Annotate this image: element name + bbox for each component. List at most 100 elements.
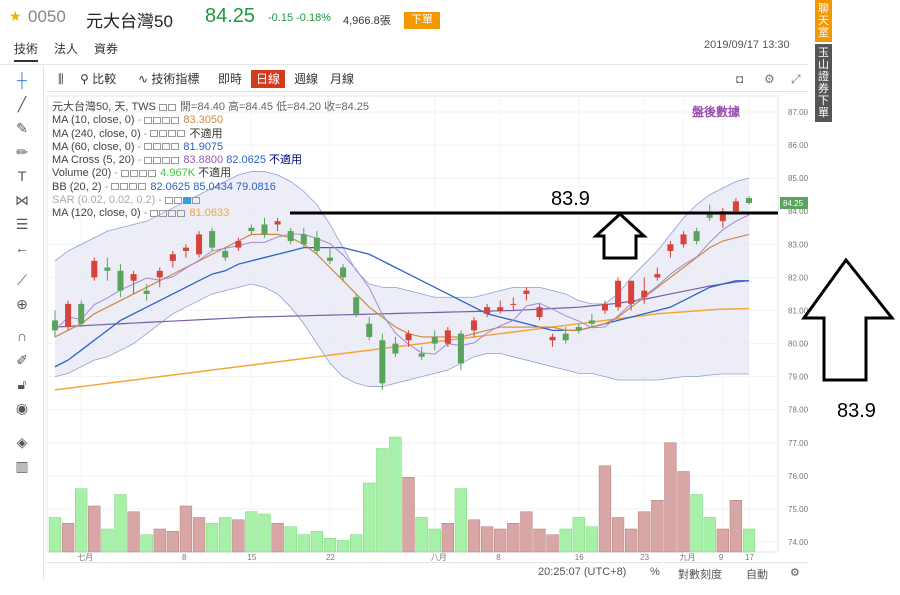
broker-order-tab[interactable]: 玉山證券下單 [815,44,832,122]
chat-room-tab[interactable]: 聊天室 [815,0,832,42]
tab-institutional[interactable]: 法人 [54,42,79,56]
quote-header: ★ 0050 元大台灣50 84.25 -0.15 -0.18% 4,966.8… [0,0,900,62]
legend-ma240[interactable]: MA (240, close, 0) - 不適用 [52,127,223,140]
fib-icon[interactable]: ☰ [15,216,29,232]
candle-body [117,270,124,291]
lock-pencil-icon[interactable]: ✐ [16,352,28,368]
auto-scale-toggle[interactable]: 自動 [746,569,768,581]
pattern-icon[interactable]: ⋈ [15,192,29,208]
tab-margin[interactable]: 資券 [94,42,119,56]
compare-button[interactable]: ⚲ 比較 [80,72,117,86]
pencil-icon[interactable]: ✏ [16,144,28,160]
candle-body [654,274,661,278]
legend-ma10[interactable]: MA (10, close, 0) - 83.3050 [52,114,224,127]
legend-volume[interactable]: Volume (20) - 4.967K 不適用 [52,167,232,180]
volume-bar [336,540,350,553]
legend-macross[interactable]: MA Cross (5, 20) - 83.8800 82.0625 不適用 [52,154,303,167]
price-tick-label: 79.00 [788,373,809,382]
legend-bb[interactable]: BB (20, 2) - 82.0625 85.0434 79.0816 [52,180,276,193]
candle-body [313,237,320,251]
volume-bar [61,523,75,553]
text-icon[interactable]: T [17,168,27,184]
interval-daily[interactable]: 日線 [251,70,286,88]
after-hours-label: 盤後數據 [692,105,741,119]
candle-body [641,290,648,298]
price-tick-label: 81.00 [788,306,809,315]
indicators-button[interactable]: ∿ 技術指標 [138,72,200,86]
legend-ma120[interactable]: MA (120, close, 0) - 81.0633 [52,207,230,220]
lock-icon[interactable]: 🔓︎ [17,376,27,392]
legend-symbol-row: 元大台灣50, 天, TWS 開=84.40 高=84.45 低=84.20 收… [52,101,370,113]
candle-body [261,224,268,235]
candle-type-icon[interactable]: ⫼ [58,72,64,86]
interval-realtime[interactable]: 即時 [218,72,243,86]
drawing-toolbar: ┼ ╱ ✎ ✏ T ⋈ ☰ ← ⟋ ⊕ ∩ ✐ 🔓︎ ◉ ◈ ▥ [0,66,44,581]
stock-code: 0050 [28,7,66,26]
candle-body [209,231,216,248]
volume-bar [258,513,271,553]
annotation-right-value: 83.9 [837,400,876,422]
candle-body [248,227,255,232]
volume-bar [114,494,127,553]
crosshair-icon[interactable]: ┼ [17,72,27,88]
price-tick-label: 75.00 [788,505,809,514]
volume-bar [611,517,625,553]
candle-body [91,260,98,278]
brush-icon[interactable]: ✎ [16,120,28,136]
time-tick-label: 22 [326,553,335,562]
volume-bar [323,537,337,553]
scale-settings-icon[interactable]: ⚙ [790,567,800,579]
candle-body [471,320,478,331]
volume-bar [192,517,206,553]
candle-body [510,303,517,305]
trash-icon[interactable]: ▥ [15,458,29,474]
volume-bar [559,528,572,553]
candle-body [222,250,229,258]
legend-ma60[interactable]: MA (60, close, 0) - 81.9075 [52,140,224,153]
time-tick-label: 9 [719,553,724,562]
price-tick-label: 82.00 [788,273,809,282]
favorite-star-icon[interactable]: ★ [9,8,22,24]
interval-monthly[interactable]: 月線 [330,72,355,86]
candle-body [156,270,163,278]
candle-body [78,303,85,324]
tab-technical[interactable]: 技術 [14,40,39,62]
candle-body [235,241,242,248]
back-arrow-icon[interactable]: ← [15,240,29,256]
layers-icon[interactable]: ◈ [16,434,28,450]
fullscreen-icon[interactable]: ⤢ [791,72,801,86]
volume-bar [441,523,454,553]
camera-icon[interactable]: ◘ [736,72,744,86]
order-button[interactable]: 下單 [404,12,440,29]
price-tick-label: 80.00 [788,340,809,349]
candle-body [615,280,622,308]
price-tick-label: 78.00 [788,406,809,415]
percent-toggle[interactable]: % [650,566,660,578]
ruler-icon[interactable]: ⟋ [17,272,27,288]
zoom-in-icon[interactable]: ⊕ [16,296,28,312]
candle-body [196,234,203,255]
candle-body [287,231,294,242]
candle-body [300,234,307,245]
volume-bar [271,523,284,553]
candle-body [444,330,451,344]
eye-icon[interactable]: ◉ [15,400,29,416]
last-price-tag [780,196,808,209]
trend-line-icon[interactable]: ╱ [17,96,27,112]
volume-bar [402,477,415,553]
volume-bar [179,505,193,553]
log-scale-toggle[interactable]: 對數刻度 [678,569,722,581]
interval-weekly[interactable]: 週線 [294,72,319,86]
candle-body [104,267,111,271]
price-tick-label: 76.00 [788,472,809,481]
quote-datetime: 2019/09/17 13:30 [704,39,790,51]
legend-symbol: 元大台灣50, 天, TWS [52,101,156,113]
legend-sar[interactable]: SAR (0.02, 0.02, 0.2) - [52,194,369,207]
price-tick-label: 84.00 [788,207,809,216]
settings-icon[interactable]: ⚙ [764,72,775,86]
candle-body [379,340,386,384]
magnet-icon[interactable]: ∩ [16,328,28,344]
stock-name: 元大台灣50 [86,12,173,31]
volume-bar [166,531,179,553]
